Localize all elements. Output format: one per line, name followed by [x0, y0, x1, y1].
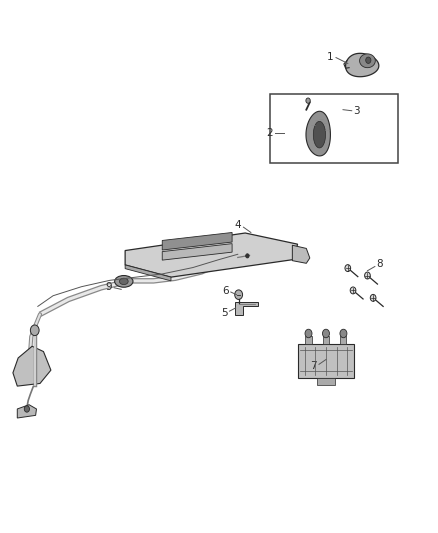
Ellipse shape: [120, 278, 128, 285]
Polygon shape: [17, 405, 36, 418]
Polygon shape: [346, 53, 379, 77]
Bar: [340, 336, 346, 344]
Circle shape: [364, 272, 370, 279]
Text: 4: 4: [235, 220, 241, 230]
Circle shape: [340, 329, 347, 338]
Polygon shape: [13, 346, 51, 386]
Circle shape: [370, 294, 376, 301]
Text: 6: 6: [223, 286, 230, 296]
Bar: [305, 336, 311, 344]
Polygon shape: [306, 111, 330, 156]
Polygon shape: [235, 302, 258, 316]
Bar: [270, 94, 399, 163]
Ellipse shape: [115, 276, 133, 287]
Polygon shape: [313, 122, 325, 148]
Circle shape: [345, 265, 351, 271]
Text: 2: 2: [266, 127, 272, 138]
Circle shape: [350, 287, 356, 294]
Text: 3: 3: [353, 106, 360, 116]
Circle shape: [24, 406, 29, 412]
Polygon shape: [125, 265, 171, 281]
Circle shape: [306, 98, 310, 103]
Bar: [317, 378, 335, 384]
Bar: [323, 336, 329, 344]
Text: 8: 8: [376, 260, 383, 269]
Circle shape: [246, 254, 249, 258]
Circle shape: [305, 329, 312, 338]
Text: 5: 5: [221, 308, 228, 318]
Polygon shape: [162, 244, 232, 260]
Polygon shape: [360, 54, 375, 68]
Polygon shape: [125, 233, 297, 277]
Circle shape: [30, 325, 39, 336]
Polygon shape: [292, 245, 310, 263]
Circle shape: [322, 329, 329, 338]
Text: 7: 7: [310, 361, 317, 372]
Bar: [297, 344, 354, 378]
Polygon shape: [162, 232, 232, 250]
Circle shape: [366, 57, 371, 63]
Text: 1: 1: [327, 52, 334, 61]
Text: 9: 9: [106, 282, 112, 292]
Circle shape: [235, 290, 243, 300]
